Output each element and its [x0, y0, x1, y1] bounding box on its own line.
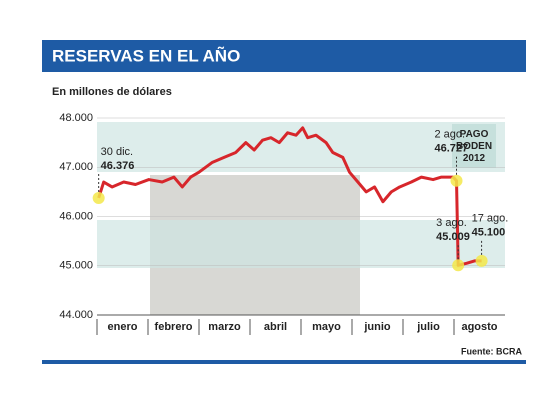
x-tick-label: abril [264, 321, 287, 333]
y-tick-label: 48.000 [59, 112, 93, 124]
annotation-value: 46.727 [435, 143, 469, 155]
x-tick-label: agosto [461, 321, 497, 333]
y-tick-label: 45.000 [59, 260, 93, 272]
x-tick-label: junio [363, 321, 391, 333]
highlight [452, 259, 465, 272]
highlight [450, 174, 463, 187]
y-tick-label: 47.000 [59, 161, 93, 173]
annotation-date: 3 ago. [436, 217, 467, 229]
x-tick-label: marzo [208, 321, 241, 333]
source: Fuente: BCRA [461, 346, 522, 356]
x-tick-label: mayo [312, 321, 341, 333]
note: PAGO BODEN 2012 [456, 129, 492, 164]
subtitle: En millones de dólares [52, 86, 172, 98]
chart-title: RESERVAS EN EL AÑO [52, 45, 240, 65]
x-tick-label: julio [416, 321, 440, 333]
title-bar [42, 40, 526, 72]
annotation-date: 30 dic. [101, 146, 133, 158]
highlight [92, 191, 105, 204]
annotation-value: 46.376 [101, 160, 135, 172]
y-tick-label: 44.000 [59, 309, 93, 321]
annotation-date: 17 ago. [472, 213, 509, 225]
annotation-date: 2 ago. [435, 129, 466, 141]
line [97, 126, 482, 267]
y-tick-label: 46.000 [59, 210, 93, 222]
annotation-value: 45.009 [436, 231, 470, 243]
x-tick-label: enero [108, 321, 138, 333]
note-box [452, 124, 496, 168]
x-tick-label: febrero [155, 321, 193, 333]
highlight [475, 254, 488, 267]
band [97, 220, 505, 268]
annotation-value: 45.100 [472, 227, 506, 239]
